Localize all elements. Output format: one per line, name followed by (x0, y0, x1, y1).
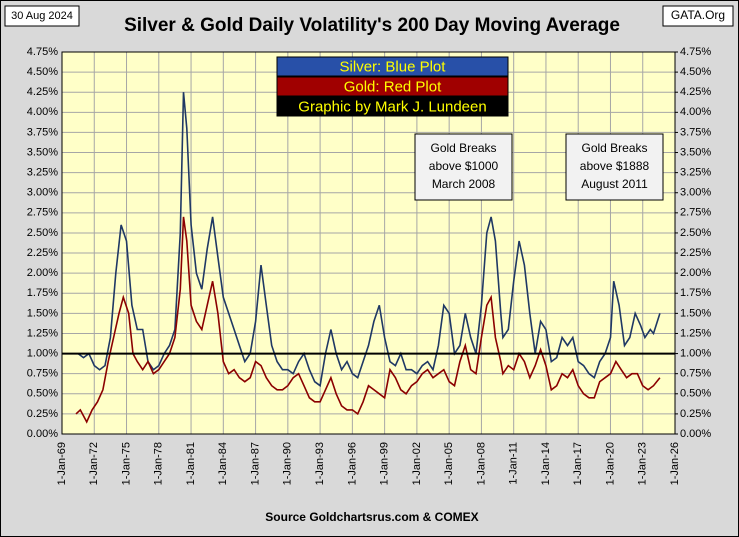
annotation-text: Gold Breaks (430, 141, 496, 155)
y2-tick-label: 2.50% (680, 227, 711, 239)
x-tick-label: 1-Jan-90 (282, 442, 294, 485)
y-tick-label: 3.75% (27, 126, 58, 138)
annotation-text: above $1000 (429, 159, 499, 173)
y-tick-label: 3.50% (27, 146, 58, 158)
site: GATA.Org (671, 8, 725, 22)
y-tick-label: 0.00% (27, 428, 58, 440)
y2-tick-label: 2.00% (680, 267, 711, 279)
legend-label: Gold: Red Plot (344, 78, 442, 95)
x-tick-label: 1-Jan-87 (249, 442, 261, 485)
y2-tick-label: 0.25% (680, 408, 711, 420)
y-tick-label: 1.50% (27, 307, 58, 319)
x-tick-label: 1-Jan-14 (540, 442, 552, 485)
series-line (77, 92, 661, 388)
series-line (75, 216, 661, 424)
x-tick-label: 1-Jan-05 (443, 442, 455, 485)
x-tick-label: 1-Jan-23 (637, 442, 649, 485)
y-tick-label: 4.25% (27, 86, 58, 98)
x-tick-label: 1-Jan-81 (185, 442, 197, 485)
y-tick-label: 4.75% (27, 46, 58, 58)
x-tick-label: 1-Jan-17 (572, 442, 584, 485)
annotation-text: March 2008 (432, 177, 496, 191)
y-tick-label: 4.50% (27, 66, 58, 78)
date: 30 Aug 2024 (11, 10, 73, 22)
y2-tick-label: 4.50% (680, 66, 711, 78)
y-tick-label: 0.75% (27, 368, 58, 380)
y2-tick-label: 0.50% (680, 388, 711, 400)
y-tick-label: 2.00% (27, 267, 58, 279)
y2-tick-label: 3.00% (680, 187, 711, 199)
y-tick-label: 1.00% (27, 347, 58, 359)
y2-tick-label: 3.25% (680, 167, 711, 179)
y-tick-label: 2.50% (27, 227, 58, 239)
y2-tick-label: 3.75% (680, 126, 711, 138)
x-tick-label: 1-Jan-20 (604, 442, 616, 485)
legend-box (276, 76, 509, 97)
y2-tick-label: 2.75% (680, 207, 711, 219)
x-tick-label: 1-Jan-26 (669, 442, 681, 485)
x-tick-label: 1-Jan-72 (88, 442, 100, 485)
y2-tick-label: 4.00% (680, 106, 711, 118)
site-box (662, 5, 734, 27)
y-tick-label: 4.00% (27, 106, 58, 118)
y-tick-label: 2.75% (27, 207, 58, 219)
annotation-box (414, 133, 513, 201)
x-tick-label: 1-Jan-75 (120, 442, 132, 485)
y2-tick-label: 3.50% (680, 146, 711, 158)
y-tick-label: 0.50% (27, 388, 58, 400)
y2-tick-label: 1.25% (680, 327, 711, 339)
annotation-text: August 2011 (581, 177, 648, 191)
x-tick-label: 1-Jan-93 (314, 442, 326, 485)
x-tick-label: 1-Jan-08 (475, 442, 487, 485)
annotation-box (565, 133, 664, 201)
y-tick-label: 1.75% (27, 287, 58, 299)
x-tick-label: 1-Jan-84 (217, 442, 229, 485)
date-box (4, 5, 80, 27)
y2-tick-label: 1.00% (680, 347, 711, 359)
y-tick-label: 1.25% (27, 327, 58, 339)
x-tick-label: 1-Jan-96 (346, 442, 358, 485)
y-tick-label: 2.25% (27, 247, 58, 259)
source: Source Goldchartsrus.com & COMEX (265, 510, 478, 524)
y2-tick-label: 2.25% (680, 247, 711, 259)
plot-border (61, 51, 676, 435)
y2-tick-label: 0.00% (680, 428, 711, 440)
y2-tick-label: 1.50% (680, 307, 711, 319)
credit-box (276, 96, 509, 117)
y-tick-label: 3.00% (27, 187, 58, 199)
credit: Graphic by Mark J. Lundeen (298, 98, 486, 115)
annotation-text: Gold Breaks (581, 141, 647, 155)
legend-label: Silver: Blue Plot (340, 58, 447, 75)
x-tick-label: 1-Jan-11 (508, 442, 520, 485)
x-tick-label: 1-Jan-02 (411, 442, 423, 485)
y2-tick-label: 1.75% (680, 287, 711, 299)
y-tick-label: 0.25% (27, 408, 58, 420)
y2-tick-label: 4.25% (680, 86, 711, 98)
y-tick-label: 3.25% (27, 167, 58, 179)
y2-tick-label: 4.75% (680, 46, 711, 58)
x-tick-label: 1-Jan-78 (153, 442, 165, 485)
legend-box (276, 56, 509, 77)
x-tick-label: 1-Jan-69 (56, 442, 68, 485)
y2-tick-label: 0.75% (680, 368, 711, 380)
annotation-text: above $1888 (580, 159, 650, 173)
x-tick-label: 1-Jan-99 (379, 442, 391, 485)
chart-title: Silver & Gold Daily Volatility's 200 Day… (124, 15, 620, 36)
